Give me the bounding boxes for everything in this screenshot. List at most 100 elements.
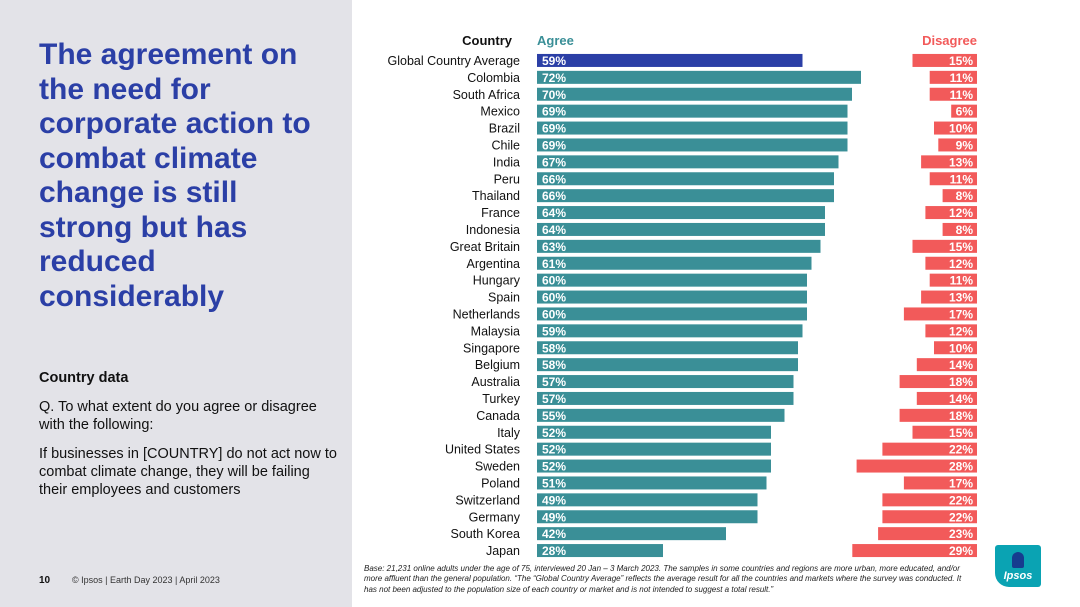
page-number: 10 (39, 575, 51, 586)
survey-statement: If businesses in [COUNTRY] do not act no… (39, 446, 337, 498)
agree-bar (537, 493, 758, 507)
agree-bar (537, 239, 821, 253)
disagree-value-label: 18% (949, 409, 973, 423)
category-label: Germany (469, 510, 521, 524)
agree-value-label: 52% (542, 443, 566, 457)
disagree-value-label: 15% (949, 426, 973, 440)
category-label: Netherlands (453, 307, 520, 321)
category-label: Australia (471, 375, 520, 389)
disagree-value-label: 22% (949, 443, 973, 457)
disagree-value-label: 11% (950, 88, 974, 102)
disagree-bar (942, 189, 977, 203)
agree-bar (537, 256, 812, 270)
agree-value-label: 70% (542, 88, 566, 102)
agree-bar (537, 155, 839, 169)
disagree-value-label: 11% (950, 274, 974, 288)
agree-bar (537, 104, 848, 118)
disagree-value-label: 13% (949, 291, 973, 305)
agree-value-label: 66% (542, 189, 566, 203)
agree-value-label: 58% (542, 341, 566, 355)
disagree-value-label: 9% (956, 138, 974, 152)
disagree-bar (921, 290, 977, 304)
category-label: United States (445, 443, 520, 457)
footer-info: © Ipsos | Earth Day 2023 | April 2023 (72, 575, 220, 585)
category-label: Singapore (463, 341, 520, 355)
category-label: Hungary (473, 274, 521, 288)
category-label: Indonesia (466, 223, 520, 237)
agree-bar (537, 391, 794, 405)
category-label: India (493, 155, 520, 169)
disagree-value-label: 15% (949, 240, 973, 254)
disagree-value-label: 28% (949, 460, 973, 474)
disagree-bar (916, 358, 977, 372)
category-label: Italy (497, 426, 521, 440)
agree-value-label: 64% (542, 223, 566, 237)
agree-bar (537, 273, 807, 287)
agree-bar (537, 70, 861, 84)
agree-bar (537, 358, 798, 372)
disagree-bar (912, 425, 977, 439)
disagree-bar (934, 341, 977, 355)
disagree-value-label: 14% (949, 358, 973, 372)
agree-bar (537, 172, 834, 186)
disagree-bar (856, 459, 977, 473)
disagree-bar (903, 307, 977, 321)
disagree-value-label: 10% (949, 122, 973, 136)
disagree-bar (882, 493, 977, 507)
category-label: Brazil (489, 122, 520, 136)
agree-value-label: 59% (542, 324, 566, 338)
disagree-bar (899, 375, 977, 389)
section-label: Country data (39, 370, 129, 386)
agree-bar (537, 222, 825, 236)
header-country: Country (462, 33, 513, 48)
agree-bar (537, 544, 663, 558)
disagree-bar (929, 87, 977, 101)
disagree-bar (903, 476, 977, 490)
disagree-value-label: 14% (949, 392, 973, 406)
category-label: Global Country Average (388, 54, 521, 68)
agree-value-label: 60% (542, 291, 566, 305)
disagree-value-label: 18% (949, 375, 973, 389)
disagree-value-label: 17% (949, 307, 973, 321)
disagree-bar (921, 155, 977, 169)
category-label: Sweden (475, 460, 520, 474)
agree-bar (537, 442, 771, 456)
category-label: Belgium (475, 358, 520, 372)
agree-bar (537, 459, 771, 473)
disagree-value-label: 8% (956, 189, 974, 203)
disagree-bar (929, 172, 977, 186)
disagree-bar (882, 442, 977, 456)
disagree-bar (882, 510, 977, 524)
category-label: South Africa (453, 88, 520, 102)
agree-value-label: 57% (542, 392, 566, 406)
agree-bar (537, 121, 848, 135)
category-label: Colombia (467, 71, 520, 85)
agree-bar (537, 510, 758, 524)
category-label: Thailand (472, 189, 520, 203)
category-label: Canada (476, 409, 520, 423)
agree-value-label: 49% (542, 493, 566, 507)
agree-bar (537, 476, 767, 490)
disagree-bar (878, 527, 977, 541)
agree-bar (537, 324, 803, 338)
disagree-bar (925, 206, 977, 220)
category-label: Japan (486, 544, 520, 558)
disagree-bar (925, 256, 977, 270)
logo-mark-icon (1012, 552, 1024, 568)
agree-bar (537, 189, 834, 203)
agree-bar (537, 527, 726, 541)
agree-value-label: 42% (542, 527, 566, 541)
agree-value-label: 51% (542, 476, 566, 490)
category-label: Great Britain (450, 240, 520, 254)
agree-bar (537, 408, 785, 422)
agree-value-label: 59% (542, 54, 566, 68)
agree-bar (537, 138, 848, 152)
agree-value-label: 66% (542, 172, 566, 186)
disagree-bar (951, 104, 977, 118)
disagree-bar (899, 408, 977, 422)
agree-value-label: 55% (542, 409, 566, 423)
agree-bar (537, 341, 798, 355)
disagree-bar (929, 273, 977, 287)
category-label: Malaysia (471, 324, 520, 338)
agree-value-label: 61% (542, 257, 566, 271)
